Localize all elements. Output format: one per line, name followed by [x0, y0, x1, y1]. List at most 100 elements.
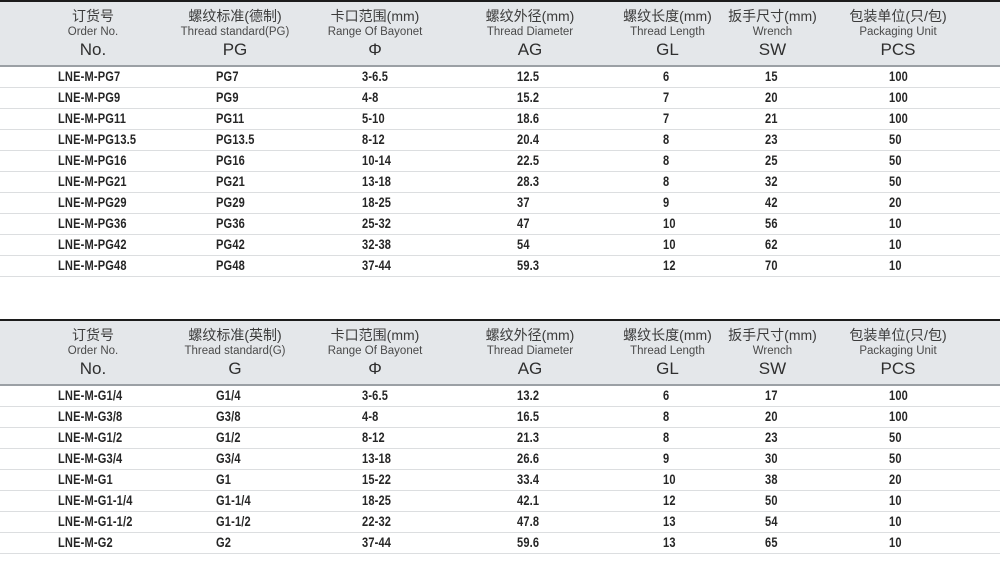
cell-value: LNE-M-G1-1/2	[58, 514, 133, 529]
table-cell: 8	[620, 408, 715, 426]
cell-value: 10	[889, 216, 902, 231]
table-cell: 32-38	[310, 236, 440, 254]
cell-value: LNE-M-PG29	[58, 195, 127, 210]
table-row: LNE-M-G1-1/4 G1-1/4 18-25 42.1 12 50 10	[0, 491, 1000, 512]
table-cell: 30	[715, 450, 830, 468]
header-zh-label: 螺纹标准(英制)	[188, 327, 282, 343]
header-en-label: Range Of Bayonet	[327, 26, 423, 38]
cell-value: 8	[663, 430, 670, 445]
cell-value: 38	[765, 472, 778, 487]
table-cell: 38	[715, 471, 830, 489]
table-cell: LNE-M-PG11	[0, 110, 160, 128]
table-cell: LNE-M-PG36	[0, 215, 160, 233]
cell-value: LNE-M-PG7	[58, 69, 121, 84]
table-row: LNE-M-PG29 PG29 18-25 37 9 42 20	[0, 193, 1000, 214]
table-cell: 8	[620, 152, 715, 170]
cell-value: 8-12	[362, 430, 385, 445]
table-cell: 59.6	[440, 534, 620, 552]
table-cell: 15	[715, 68, 830, 86]
table-cell: G1-1/4	[160, 492, 310, 510]
cell-value: 54	[517, 237, 530, 252]
cell-value: LNE-M-G1	[58, 472, 113, 487]
table-row: LNE-M-PG42 PG42 32-38 54 10 62 10	[0, 235, 1000, 256]
table-cell: 28.3	[440, 173, 620, 191]
header-code-label: PCS	[880, 40, 916, 59]
cell-value: 33.4	[517, 472, 540, 487]
table-cell: PG48	[160, 257, 310, 275]
table-cell: LNE-M-G1-1/4	[0, 492, 160, 510]
cell-value: 20	[889, 195, 902, 210]
table-cell: 10	[620, 236, 715, 254]
cell-value: 23	[765, 132, 778, 147]
header-code-label: Φ	[368, 359, 382, 378]
cell-value: LNE-M-PG13.5	[58, 132, 137, 147]
header-en-label: Packaging Unit	[859, 345, 937, 357]
table-cell: 20	[715, 89, 830, 107]
cell-value: 100	[889, 111, 908, 126]
cell-value: 18-25	[362, 493, 392, 508]
cell-value: 10	[889, 493, 902, 508]
table-row: LNE-M-G3/8 G3/8 4-8 16.5 8 20 100	[0, 407, 1000, 428]
g-table-header-row: 订货号 Order No. No. 螺纹标准(英制) Thread standard(G…	[0, 319, 1000, 386]
table-cell: 59.3	[440, 257, 620, 275]
cell-value: 50	[889, 132, 902, 147]
cell-value: 42.1	[517, 493, 540, 508]
cell-value: PG7	[216, 69, 239, 84]
cell-value: 10	[889, 258, 902, 273]
table-cell: PG11	[160, 110, 310, 128]
cell-value: 23	[765, 430, 778, 445]
table-cell: 4-8	[310, 89, 440, 107]
header-en-label: Wrench	[752, 26, 793, 38]
table-cell: 12	[620, 492, 715, 510]
cell-value: LNE-M-PG36	[58, 216, 127, 231]
table-cell: 10	[830, 534, 1000, 552]
table-cell: 12	[620, 257, 715, 275]
header-code-label: GL	[656, 40, 679, 59]
cell-value: 15	[765, 69, 778, 84]
cell-value: 6	[663, 388, 670, 403]
table-cell: 10	[830, 492, 1000, 510]
header-zh-label: 螺纹标准(德制)	[188, 8, 282, 24]
table-cell: 18-25	[310, 194, 440, 212]
g-table-body: LNE-M-G1/4 G1/4 3-6.5 13.2 6 17 100 LNE-M-G3/8 G…	[0, 386, 1000, 554]
header-zh-label: 螺纹外径(mm)	[485, 8, 575, 24]
cell-value: LNE-M-G3/8	[58, 409, 123, 424]
header-zh-label: 螺纹外径(mm)	[485, 327, 575, 343]
table-cell: 50	[830, 131, 1000, 149]
cell-value: 50	[765, 493, 778, 508]
pg-table-body: LNE-M-PG7 PG7 3-6.5 12.5 6 15 100 LNE-M-PG9 PG9 4…	[0, 67, 1000, 277]
header-en-label: Thread standard(G)	[184, 345, 286, 357]
table-cell: LNE-M-G1-1/2	[0, 513, 160, 531]
table-cell: 54	[715, 513, 830, 531]
table-cell: LNE-M-PG13.5	[0, 131, 160, 149]
cell-value: PG48	[216, 258, 245, 273]
cell-value: 13	[663, 514, 676, 529]
column-header-sw: 扳手尺寸(mm) Wrench SW	[715, 327, 830, 379]
cell-value: 20	[765, 90, 778, 105]
table-cell: 13.2	[440, 387, 620, 405]
cell-value: 54	[765, 514, 778, 529]
cell-value: 13	[663, 535, 676, 550]
cell-value: 13-18	[362, 451, 392, 466]
header-zh-label: 包装单位(只/包)	[849, 327, 947, 343]
table-cell: 7	[620, 89, 715, 107]
table-cell: 50	[715, 492, 830, 510]
cell-value: LNE-M-G1/2	[58, 430, 123, 445]
header-en-label: Order No.	[67, 345, 119, 357]
cell-value: 22.5	[517, 153, 540, 168]
cell-value: PG21	[216, 174, 245, 189]
table-cell: 50	[830, 173, 1000, 191]
table-cell: G1/4	[160, 387, 310, 405]
table-cell: 20	[830, 194, 1000, 212]
cell-value: 22-32	[362, 514, 392, 529]
cell-value: 8	[663, 132, 670, 147]
table-cell: LNE-M-PG16	[0, 152, 160, 170]
cell-value: 7	[663, 90, 670, 105]
cell-value: 18-25	[362, 195, 392, 210]
header-zh-label: 包装单位(只/包)	[849, 8, 947, 24]
table-row: LNE-M-G1/2 G1/2 8-12 21.3 8 23 50	[0, 428, 1000, 449]
table-cell: 6	[620, 68, 715, 86]
header-code-label: AG	[517, 359, 543, 378]
table-row: LNE-M-PG36 PG36 25-32 47 10 56 10	[0, 214, 1000, 235]
cell-value: G1/4	[216, 388, 241, 403]
